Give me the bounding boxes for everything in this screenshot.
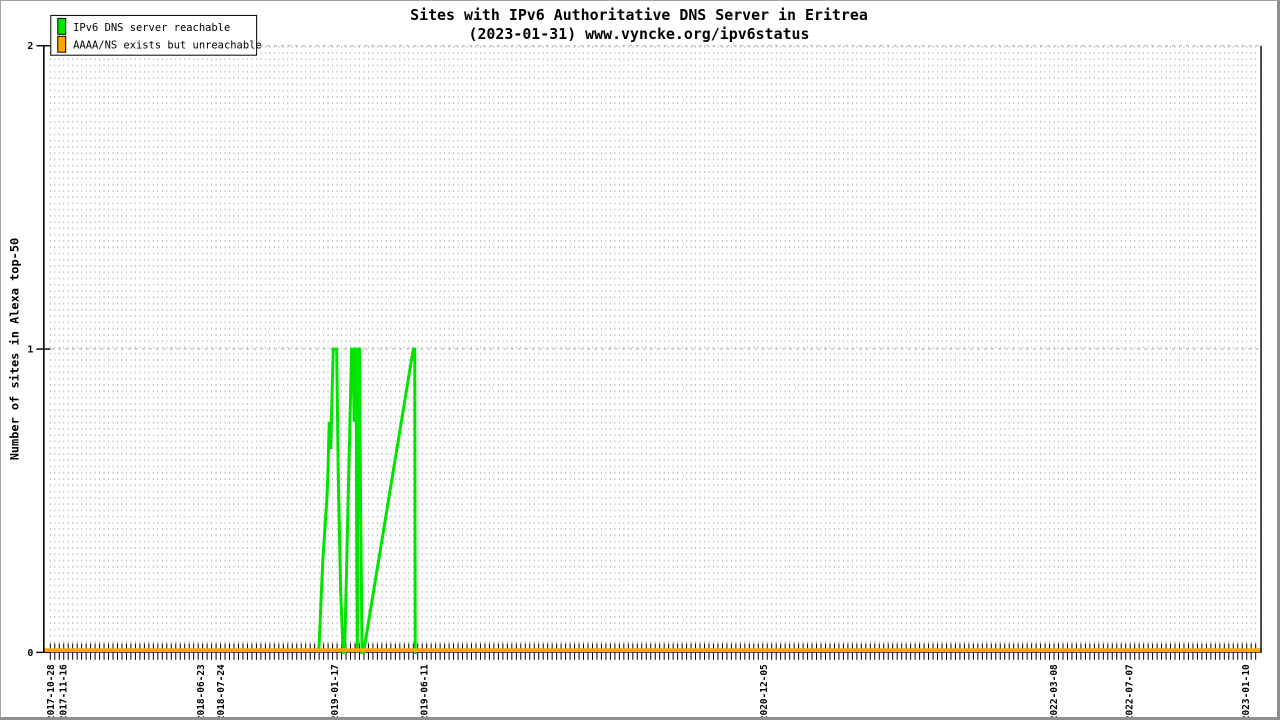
legend: IPv6 DNS server reachable AAAA/NS exists… <box>50 14 262 56</box>
x-date-label: 2018-06-23 <box>196 664 207 717</box>
legend-label-reachable: IPv6 DNS server reachable <box>73 22 230 34</box>
x-date-label: 2023-01-10 <box>1241 664 1252 717</box>
x-date-label: 2020-12-05 <box>759 664 770 717</box>
gridlines-horizontal <box>44 45 1261 350</box>
series-line-reachable <box>317 347 418 654</box>
x-axis-date-labels: 2017-10-28 2017-11-16 2018-06-23 2018-07-24… <box>46 664 1252 717</box>
x-date-label: 2017-11-16 <box>59 664 70 717</box>
legend-swatch-reachable <box>57 17 67 35</box>
data-series <box>44 347 1261 654</box>
x-date-label: 2018-07-24 <box>216 664 227 717</box>
y-axis-ticks: 0 1 2 <box>27 41 51 659</box>
chart-title: Sites with IPv6 Authoritative DNS Server… <box>410 6 868 24</box>
x-date-label: 2022-03-08 <box>1049 664 1060 717</box>
grid-dots <box>49 45 1257 648</box>
legend-box <box>50 14 258 56</box>
legend-swatch-unreachable <box>57 35 67 53</box>
x-date-label: 2022-07-07 <box>1125 664 1136 717</box>
chart-subtitle: (2023-01-31) www.vyncke.org/ipv6status <box>468 25 809 43</box>
legend-label-unreachable: AAAA/NS exists but unreachable <box>73 40 262 52</box>
y-axis-title: Number of sites in Alexa top-50 <box>7 238 21 461</box>
x-date-label: 2017-10-28 <box>46 664 57 717</box>
y-tick-label: 0 <box>27 648 33 659</box>
y-tick-label: 1 <box>27 345 33 356</box>
y-tick-label: 2 <box>27 41 33 52</box>
x-date-label: 2019-01-17 <box>330 664 341 717</box>
x-date-label: 2019-06-11 <box>420 664 431 717</box>
